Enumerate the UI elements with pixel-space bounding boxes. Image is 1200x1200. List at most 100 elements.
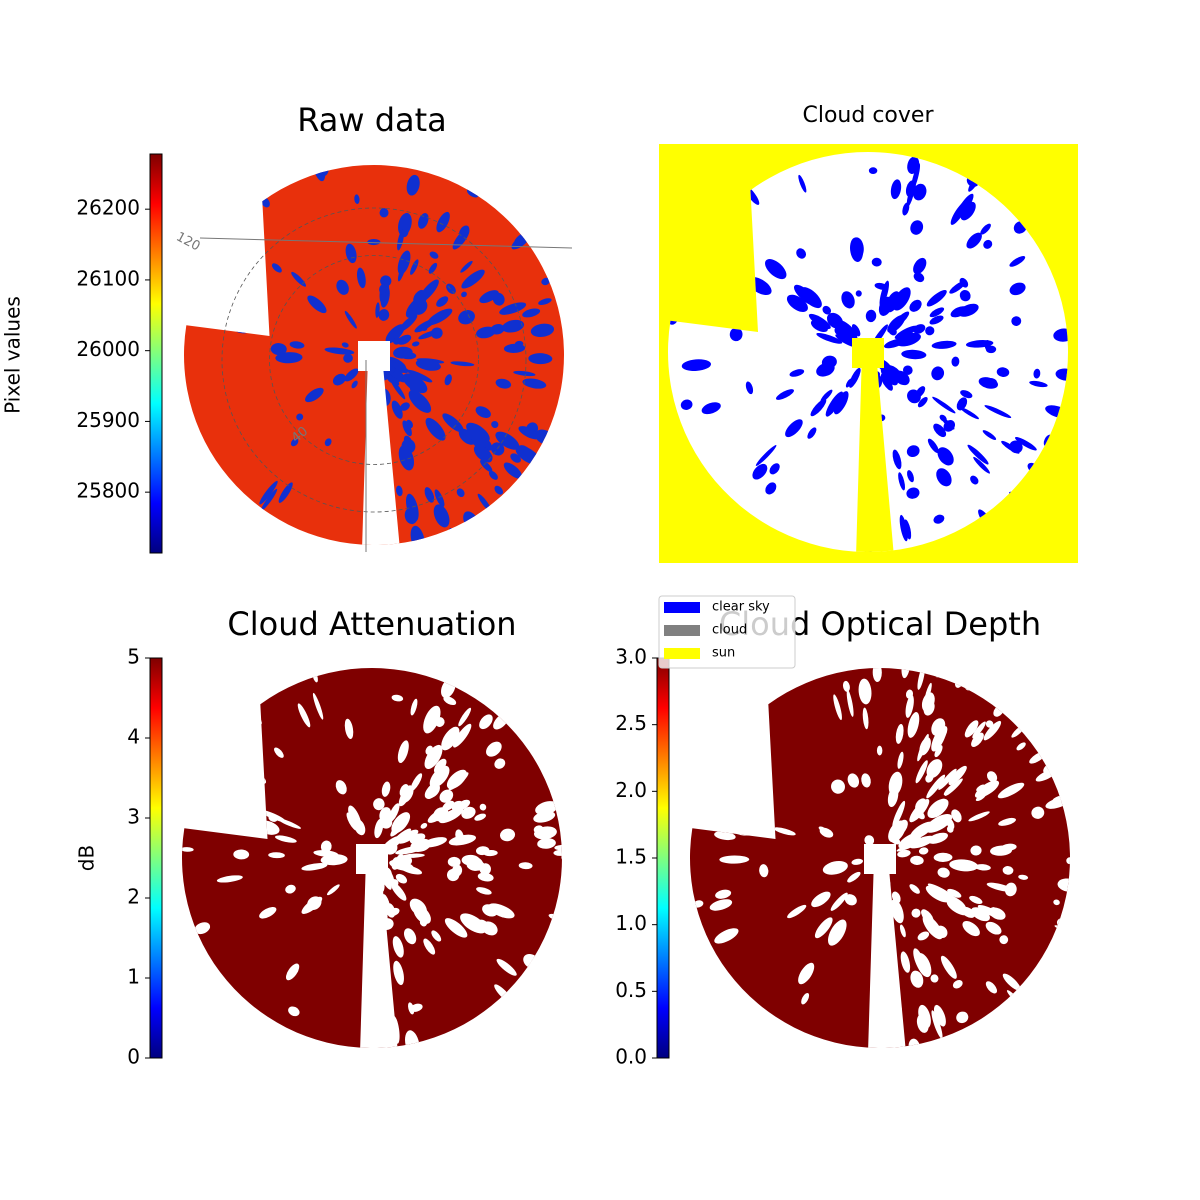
- image-blob: [397, 740, 409, 764]
- image-blob: [398, 785, 413, 807]
- image-blob: [909, 835, 935, 849]
- image-blob: [410, 525, 425, 545]
- legend-swatch: [664, 625, 700, 636]
- image-blob: [391, 400, 403, 419]
- legend-swatch: [664, 648, 700, 659]
- image-blob: [421, 324, 428, 332]
- colorbar-tick-label: 3: [127, 805, 140, 829]
- image-blob: [381, 781, 391, 797]
- image-blob: [851, 324, 861, 337]
- image-blob: [899, 924, 906, 938]
- image-blob: [561, 928, 571, 940]
- image-blob: [902, 365, 913, 375]
- image-blob: [418, 279, 439, 303]
- image-blob: [418, 213, 429, 229]
- image-blob: [975, 794, 986, 802]
- colorbar-tick-label: 26000: [76, 337, 140, 361]
- image-blob: [182, 847, 194, 852]
- image-blob: [423, 938, 436, 955]
- image-blob: [476, 887, 492, 895]
- image-blob: [846, 689, 854, 717]
- image-blob: [831, 779, 845, 794]
- image-blob: [436, 211, 450, 233]
- image-blob: [275, 352, 303, 364]
- image-blob: [755, 445, 777, 466]
- image-blob: [876, 745, 883, 756]
- image-blob: [969, 895, 983, 905]
- image-blob: [409, 833, 426, 844]
- image-center: [864, 844, 896, 874]
- image-blob: [826, 312, 844, 329]
- image-blob: [970, 475, 979, 485]
- image-blob: [810, 319, 828, 333]
- image-blob: [220, 290, 244, 303]
- colorbar-tick-label: 26200: [76, 196, 140, 220]
- image-blob: [452, 723, 472, 748]
- image-blob: [420, 823, 428, 829]
- image-blob: [379, 816, 393, 829]
- image-blob: [554, 845, 563, 851]
- image-blob: [513, 370, 536, 377]
- image-blob: [968, 811, 990, 822]
- image-blob: [443, 696, 457, 706]
- image-blob: [900, 951, 911, 973]
- image-blob: [926, 759, 943, 778]
- image-blob: [480, 459, 493, 472]
- image: [182, 667, 571, 1048]
- colorbar-tick-label: 2.5: [615, 711, 647, 735]
- image-blob: [903, 519, 912, 540]
- image-blob: [442, 413, 464, 433]
- image-blob: [810, 398, 827, 417]
- image-wedge: [360, 858, 398, 1048]
- image-blob: [518, 426, 540, 440]
- image-blob: [936, 468, 952, 487]
- polar-grid: [221, 207, 527, 513]
- image-blob: [913, 272, 925, 283]
- image-blob: [390, 378, 406, 400]
- image-blob: [1015, 701, 1025, 711]
- colorbar-tick-label: 0: [127, 1045, 140, 1069]
- image-blob: [277, 818, 301, 829]
- image-blob: [959, 290, 971, 302]
- image-blob: [1029, 380, 1048, 388]
- image-blob: [384, 359, 411, 373]
- image-blob: [537, 838, 556, 849]
- image-blob: [456, 488, 465, 498]
- image-blob: [946, 817, 955, 830]
- image-blob: [982, 430, 997, 440]
- image-blob: [518, 862, 533, 870]
- image-blob: [892, 800, 906, 829]
- image-blob: [268, 814, 278, 822]
- image-blob: [343, 353, 353, 363]
- image-blob: [344, 368, 359, 382]
- image-blob: [902, 202, 910, 216]
- image-blob: [897, 849, 911, 858]
- image-blob: [391, 376, 400, 386]
- image-blob: [1016, 742, 1026, 751]
- image-blob: [450, 361, 475, 367]
- image-blob: [494, 485, 504, 495]
- image-blob: [324, 347, 355, 355]
- image-blob: [911, 908, 921, 918]
- image-blob: [974, 780, 1000, 798]
- image-blob: [851, 858, 864, 865]
- image-blob: [984, 405, 1012, 419]
- image-blob: [459, 225, 470, 237]
- image-blob: [1009, 440, 1023, 454]
- image-blob: [486, 741, 502, 757]
- image-blob: [986, 771, 998, 783]
- image-blob: [776, 389, 794, 400]
- image-blob: [522, 308, 541, 318]
- image-blob: [430, 327, 443, 339]
- image-blob: [271, 263, 282, 273]
- image-blob: [435, 717, 445, 727]
- image-blob: [926, 774, 946, 799]
- image-blob: [391, 879, 399, 887]
- image-blob: [528, 353, 553, 365]
- image-blob: [960, 390, 973, 399]
- image-blob: [391, 857, 401, 870]
- image-blob: [441, 726, 460, 751]
- image-blob: [409, 898, 427, 917]
- image-blob: [951, 356, 960, 367]
- image-blob: [426, 667, 433, 674]
